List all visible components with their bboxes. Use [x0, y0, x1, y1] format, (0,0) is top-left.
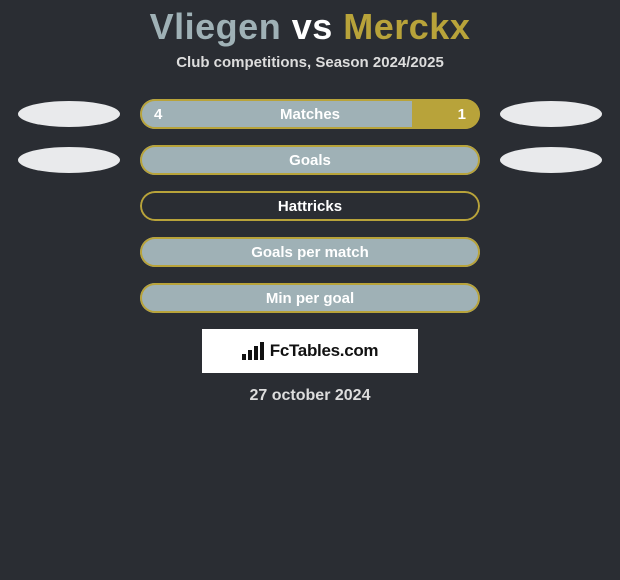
subtitle: Club competitions, Season 2024/2025 [0, 54, 620, 71]
player1-marker [18, 147, 120, 173]
stat-label: Goals [140, 145, 480, 175]
source-badge-text: FcTables.com [270, 341, 379, 361]
player2-marker [500, 193, 602, 219]
title-player1: Vliegen [150, 6, 282, 47]
stats-container: Matches4 1 Goals Hattricks Goals per match Mi… [0, 99, 620, 313]
stat-label: Matches [140, 99, 480, 129]
stat-row: Matches4 1 [0, 99, 620, 129]
bars-icon [242, 342, 264, 360]
player1-marker [18, 285, 120, 311]
stat-label: Hattricks [140, 191, 480, 221]
stat-value-p1: 4 [154, 99, 162, 129]
player2-marker [500, 239, 602, 265]
player2-marker [500, 147, 602, 173]
title-vs: vs [292, 6, 333, 47]
stat-bar: Min per goal [140, 283, 480, 313]
stat-row: Min per goal [0, 283, 620, 313]
stat-bar: Matches4 1 [140, 99, 480, 129]
player1-marker [18, 101, 120, 127]
stat-bar: Hattricks [140, 191, 480, 221]
date: 27 october 2024 [0, 387, 620, 405]
player1-marker [18, 193, 120, 219]
player2-marker [500, 101, 602, 127]
player2-marker [500, 285, 602, 311]
stat-label: Min per goal [140, 283, 480, 313]
page-title: Vliegen vs Merckx [0, 0, 620, 48]
source-badge: FcTables.com [202, 329, 418, 373]
stat-label: Goals per match [140, 237, 480, 267]
stat-value-p2: 1 [458, 99, 466, 129]
stat-row: Goals [0, 145, 620, 175]
title-player2: Merckx [343, 6, 470, 47]
stat-bar: Goals [140, 145, 480, 175]
stat-row: Hattricks [0, 191, 620, 221]
stat-row: Goals per match [0, 237, 620, 267]
player1-marker [18, 239, 120, 265]
stat-bar: Goals per match [140, 237, 480, 267]
